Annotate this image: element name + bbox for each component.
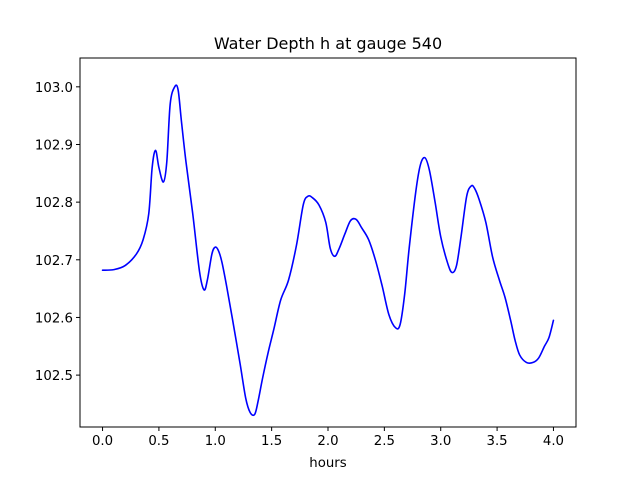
x-tick-label: 4.0 bbox=[543, 434, 564, 449]
x-tick-label: 3.5 bbox=[487, 434, 508, 449]
y-tick-label: 102.6 bbox=[35, 311, 73, 326]
series-layer bbox=[101, 84, 555, 417]
x-axis-label: hours bbox=[309, 456, 346, 471]
x-tick-label: 1.5 bbox=[261, 434, 282, 449]
chart-title: Water Depth h at gauge 540 bbox=[214, 34, 442, 53]
series-line-0 bbox=[101, 84, 555, 417]
x-tick-label: 0.0 bbox=[92, 434, 113, 449]
y-tick-label: 102.8 bbox=[35, 196, 73, 211]
x-tick-label: 3.0 bbox=[430, 434, 451, 449]
x-tick-label: 2.0 bbox=[317, 434, 338, 449]
y-tick-label: 102.9 bbox=[35, 138, 73, 153]
y-axis: 102.5 102.6 102.7 102.8 102.9 103.0 bbox=[35, 81, 80, 384]
x-axis: 0.0 0.5 1.0 1.5 2.0 2.5 3.0 3.5 4.0 bbox=[92, 427, 564, 449]
y-tick-label: 103.0 bbox=[35, 81, 73, 96]
x-tick-label: 2.5 bbox=[374, 434, 395, 449]
x-tick-label: 1.0 bbox=[205, 434, 226, 449]
x-tick-label: 0.5 bbox=[148, 434, 169, 449]
y-tick-label: 102.5 bbox=[35, 369, 73, 384]
y-tick-label: 102.7 bbox=[35, 254, 73, 269]
